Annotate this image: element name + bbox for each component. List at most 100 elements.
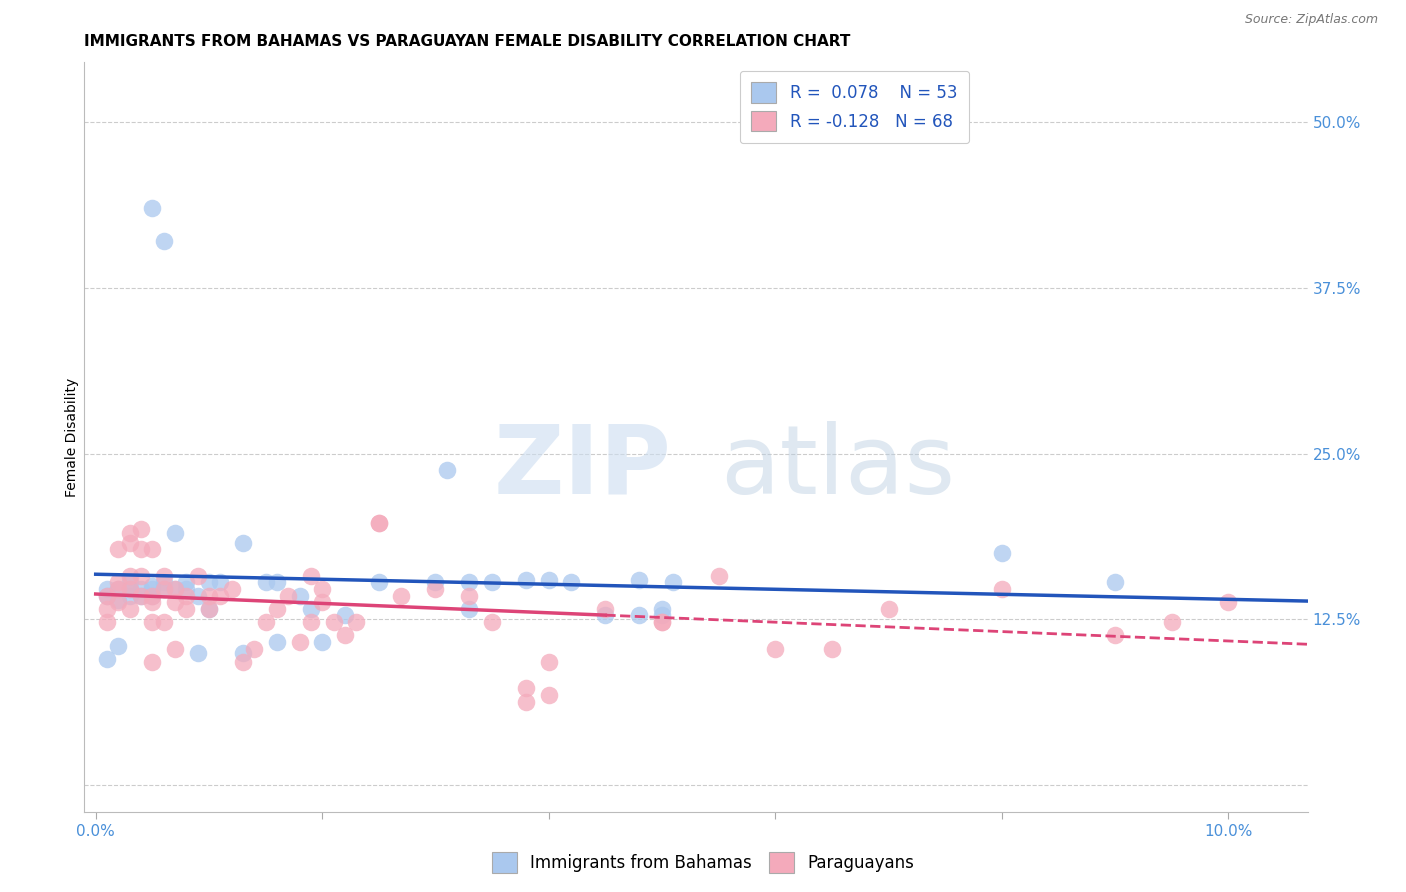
Point	[595, 602, 617, 616]
Point	[662, 575, 685, 590]
Point	[877, 602, 900, 616]
Point	[96, 582, 118, 596]
Point	[481, 575, 503, 590]
Point	[515, 681, 537, 696]
Point	[198, 602, 221, 616]
Point	[187, 568, 209, 582]
Point	[537, 655, 560, 669]
Point	[141, 579, 163, 593]
Point	[628, 608, 651, 623]
Point	[152, 568, 174, 582]
Point	[651, 608, 673, 623]
Point	[299, 602, 322, 616]
Point	[163, 595, 186, 609]
Point	[118, 526, 141, 541]
Point	[198, 602, 221, 616]
Point	[209, 575, 232, 590]
Point	[163, 526, 186, 541]
Point	[367, 516, 389, 530]
Point	[141, 542, 163, 557]
Point	[266, 635, 288, 649]
Point	[118, 582, 141, 596]
Point	[1218, 595, 1240, 609]
Point	[367, 516, 389, 530]
Point	[129, 589, 152, 603]
Point	[232, 655, 254, 669]
Point	[141, 202, 163, 216]
Point	[118, 589, 141, 603]
Point	[651, 602, 673, 616]
Point	[651, 615, 673, 629]
Point	[129, 589, 152, 603]
Point	[163, 641, 186, 656]
Point	[821, 641, 844, 656]
Point	[174, 589, 197, 603]
Point	[311, 595, 333, 609]
Point	[118, 535, 141, 549]
Point	[333, 608, 356, 623]
Point	[187, 589, 209, 603]
Point	[232, 535, 254, 549]
Point	[288, 635, 311, 649]
Text: atlas: atlas	[720, 420, 956, 514]
Point	[107, 639, 129, 653]
Point	[333, 628, 356, 642]
Point	[198, 575, 221, 590]
Point	[187, 646, 209, 660]
Point	[152, 615, 174, 629]
Point	[118, 575, 141, 590]
Point	[107, 595, 129, 609]
Point	[96, 652, 118, 666]
Point	[198, 589, 221, 603]
Point	[129, 542, 152, 557]
Point	[436, 462, 458, 476]
Point	[515, 695, 537, 709]
Point	[344, 615, 367, 629]
Point	[991, 582, 1014, 596]
Point	[458, 602, 481, 616]
Point	[425, 582, 447, 596]
Text: IMMIGRANTS FROM BAHAMAS VS PARAGUAYAN FEMALE DISABILITY CORRELATION CHART: IMMIGRANTS FROM BAHAMAS VS PARAGUAYAN FE…	[84, 34, 851, 49]
Point	[129, 522, 152, 536]
Point	[96, 589, 118, 603]
Point	[174, 575, 197, 590]
Point	[288, 589, 311, 603]
Point	[537, 573, 560, 587]
Point	[299, 568, 322, 582]
Point	[367, 575, 389, 590]
Point	[537, 688, 560, 702]
Point	[322, 615, 344, 629]
Point	[254, 575, 277, 590]
Point	[141, 582, 163, 596]
Point	[152, 235, 174, 249]
Legend: Immigrants from Bahamas, Paraguayans: Immigrants from Bahamas, Paraguayans	[485, 846, 921, 880]
Point	[96, 602, 118, 616]
Point	[107, 592, 129, 607]
Point	[458, 589, 481, 603]
Y-axis label: Female Disability: Female Disability	[65, 377, 79, 497]
Text: Source: ZipAtlas.com: Source: ZipAtlas.com	[1244, 13, 1378, 27]
Point	[107, 542, 129, 557]
Point	[515, 573, 537, 587]
Point	[221, 582, 243, 596]
Point	[107, 582, 129, 596]
Point	[96, 589, 118, 603]
Point	[129, 582, 152, 596]
Point	[118, 582, 141, 596]
Point	[118, 568, 141, 582]
Point	[163, 582, 186, 596]
Point	[991, 546, 1014, 560]
Point	[651, 615, 673, 629]
Point	[707, 568, 730, 582]
Point	[118, 602, 141, 616]
Point	[129, 568, 152, 582]
Point	[254, 615, 277, 629]
Point	[141, 589, 163, 603]
Point	[152, 575, 174, 590]
Point	[141, 655, 163, 669]
Point	[152, 582, 174, 596]
Point	[141, 595, 163, 609]
Point	[96, 615, 118, 629]
Point	[163, 582, 186, 596]
Point	[174, 582, 197, 596]
